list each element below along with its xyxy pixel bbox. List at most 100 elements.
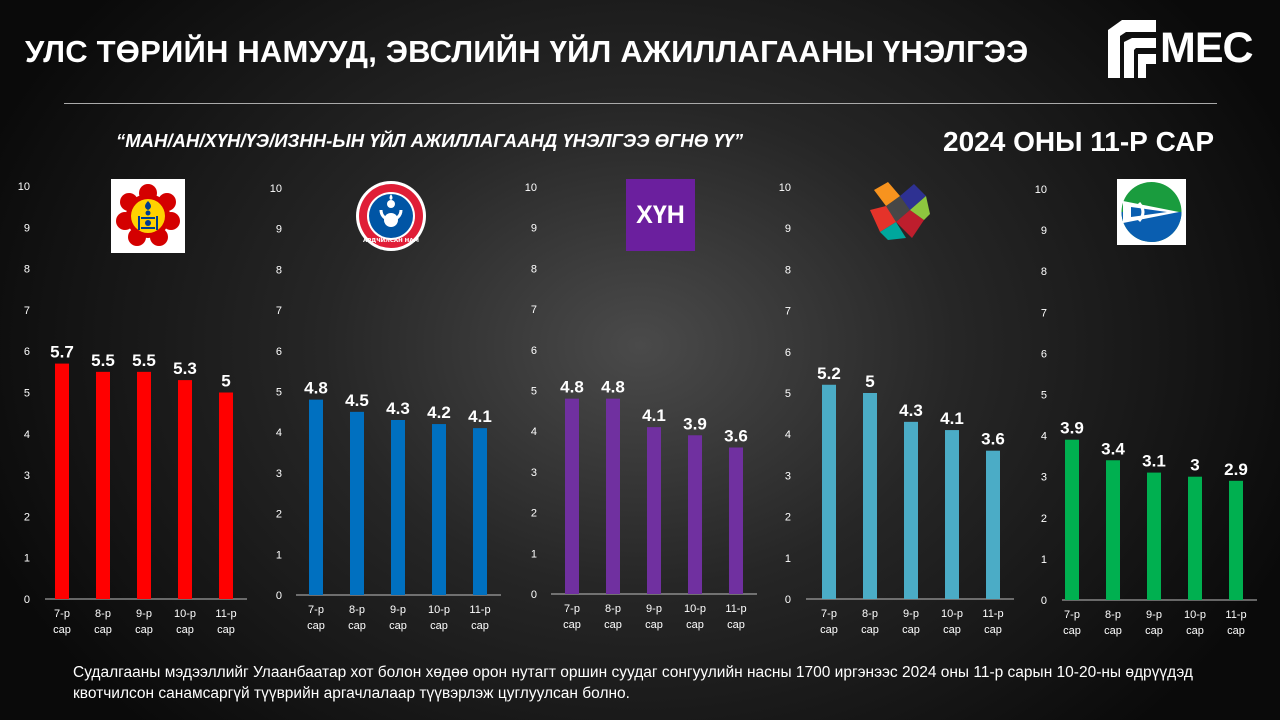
x-tick-label: 9-р xyxy=(646,603,662,615)
x-tick-label: 9-р xyxy=(1146,609,1162,621)
xun-logo: ХҮН xyxy=(626,179,695,251)
x-tick-label: 8-р xyxy=(605,603,621,615)
x-tick-label: сар xyxy=(1145,625,1163,637)
x-tick-label: сар xyxy=(471,620,489,632)
y-tick-label: 5 xyxy=(276,387,282,399)
x-tick-label: 8-р xyxy=(349,604,365,616)
bar xyxy=(309,399,323,595)
data-label: 3.6 xyxy=(724,426,748,445)
data-label: 4.1 xyxy=(940,409,964,428)
ah-logo-ring-text: АРДЧИЛСАН НАМ xyxy=(363,238,419,244)
y-tick-label: 0 xyxy=(24,594,30,606)
data-label: 4.8 xyxy=(304,379,328,398)
x-tick-label: сар xyxy=(217,624,235,636)
mah-logo xyxy=(111,179,185,253)
y-tick-label: 4 xyxy=(531,426,537,438)
x-tick-label: 7-р xyxy=(1064,609,1080,621)
y-tick-label: 8 xyxy=(276,264,282,276)
bar xyxy=(96,371,110,599)
y-tick-label: 9 xyxy=(24,222,30,234)
y-tick-label: 5 xyxy=(785,388,791,400)
x-tick-label: сар xyxy=(563,619,581,631)
y-tick-label: 6 xyxy=(1041,348,1047,360)
x-tick-label: сар xyxy=(1104,625,1122,637)
x-tick-label: 10-р xyxy=(941,608,963,620)
chart-4: 0 1 2 3 4 5 6 7 8 9 10 5.2 7-р сар 5 8-р сар 4.3 9-р сар 4.1… xyxy=(779,182,1014,636)
y-tick-label: 3 xyxy=(24,470,30,482)
x-tick-label: сар xyxy=(902,624,920,636)
y-tick-label: 8 xyxy=(24,264,30,276)
y-tick-label: 4 xyxy=(785,429,791,441)
data-label: 3 xyxy=(1190,456,1199,475)
y-tick-label: 2 xyxy=(276,509,282,521)
data-label: 4.3 xyxy=(386,399,410,418)
header-divider xyxy=(64,103,1217,104)
x-tick-label: сар xyxy=(135,624,153,636)
chart-3: 0 1 2 3 4 5 6 7 8 9 10 4.8 7-р сар 4.8 8-р сар 4.1 9-р сар 3… xyxy=(525,182,757,631)
y-tick-label: 7 xyxy=(531,304,537,316)
chart-5: 0 1 2 3 4 5 6 7 8 9 10 3.9 7-р сар 3.4 8-р сар 3.1 9-р сар 3… xyxy=(1035,184,1257,637)
y-tick-label: 8 xyxy=(531,263,537,275)
y-tick-label: 0 xyxy=(1041,595,1047,607)
y-tick-label: 1 xyxy=(531,548,537,560)
x-tick-label: 10-р xyxy=(428,604,450,616)
bar xyxy=(178,380,192,599)
bar xyxy=(565,398,579,594)
y-tick-label: 4 xyxy=(24,429,30,441)
bar xyxy=(688,435,702,594)
y-tick-label: 6 xyxy=(24,346,30,358)
x-tick-label: сар xyxy=(94,624,112,636)
bar xyxy=(904,421,918,599)
bar xyxy=(1065,439,1079,600)
xun-text-logo-icon: ХҮН xyxy=(636,201,685,229)
x-tick-label: сар xyxy=(645,619,663,631)
y-tick-label: 2 xyxy=(24,511,30,523)
data-label: 5.5 xyxy=(91,351,115,370)
x-tick-label: сар xyxy=(686,619,704,631)
y-tick-label: 3 xyxy=(785,470,791,482)
y-tick-label: 3 xyxy=(1041,472,1047,484)
bar xyxy=(137,371,151,599)
data-label: 5.5 xyxy=(132,351,156,370)
ah-logo: АРДЧИЛСАН НАМ xyxy=(355,180,427,252)
y-tick-label: 0 xyxy=(531,589,537,601)
x-tick-label: сар xyxy=(820,624,838,636)
x-tick-label: 8-р xyxy=(1105,609,1121,621)
y-tick-label: 9 xyxy=(276,224,282,236)
y-tick-label: 7 xyxy=(785,306,791,318)
y-tick-label: 10 xyxy=(779,182,791,194)
y-tick-label: 1 xyxy=(276,549,282,561)
y-tick-label: 2 xyxy=(785,512,791,524)
x-tick-label: 7-р xyxy=(54,608,70,620)
y-tick-label: 6 xyxy=(531,345,537,357)
mec-logo-mark-icon xyxy=(1108,20,1156,78)
x-tick-label: сар xyxy=(53,624,71,636)
ue-colorful-cross-icon xyxy=(870,182,930,240)
y-tick-label: 10 xyxy=(1035,184,1047,196)
bar xyxy=(822,384,836,599)
mec-logo-text: MEC xyxy=(1160,24,1254,72)
data-label: 5 xyxy=(221,372,230,391)
y-tick-label: 7 xyxy=(24,305,30,317)
page-title: УЛС ТӨРИЙН НАМУУД, ЭВСЛИЙН ҮЙЛ АЖИЛЛАГАА… xyxy=(25,34,1029,69)
y-tick-label: 5 xyxy=(24,388,30,400)
y-tick-label: 9 xyxy=(785,223,791,235)
y-tick-label: 0 xyxy=(785,594,791,606)
y-tick-label: 4 xyxy=(276,427,282,439)
x-tick-label: сар xyxy=(307,620,325,632)
data-label: 4.8 xyxy=(601,378,625,397)
data-label: 3.9 xyxy=(1060,419,1084,438)
methodology-footnote: Судалгааны мэдээллийг Улаанбаатар хот бо… xyxy=(73,664,1193,702)
data-label: 3.6 xyxy=(981,430,1005,449)
bar xyxy=(729,447,743,594)
x-tick-label: сар xyxy=(1227,625,1245,637)
y-tick-label: 1 xyxy=(1041,554,1047,566)
x-tick-label: сар xyxy=(943,624,961,636)
izn-green-globe-icon xyxy=(1117,179,1186,245)
x-tick-label: сар xyxy=(430,620,448,632)
x-tick-label: сар xyxy=(176,624,194,636)
x-tick-label: 9-р xyxy=(390,604,406,616)
y-tick-label: 1 xyxy=(24,553,30,565)
x-tick-label: 7-р xyxy=(564,603,580,615)
bar xyxy=(1229,480,1243,600)
